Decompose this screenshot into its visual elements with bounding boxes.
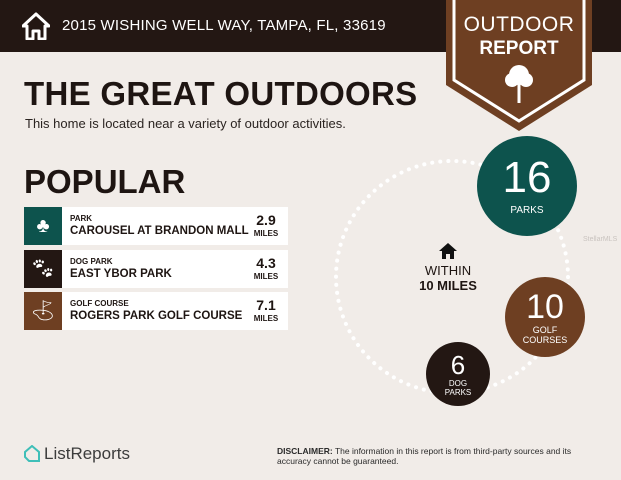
watermark: StellarMLS (583, 236, 618, 243)
within-line2: 10 MILES (419, 278, 477, 293)
paw-icon: 🐾︎ (24, 250, 62, 288)
dog-parks-count-circle: 6 DOG PARKS (426, 342, 490, 406)
item-unit: MILES (253, 314, 279, 323)
popular-item-golf-course: ⛳︎ GOLF COURSE ROGERS PARK GOLF COURSE 7… (24, 292, 288, 330)
item-name: CAROUSEL AT BRANDON MALL (70, 225, 249, 237)
golf-label2: COURSES (522, 335, 568, 345)
disclaimer: DISCLAIMER: The information in this repo… (277, 446, 607, 466)
within-label: WITHIN 10 MILES (400, 242, 496, 293)
parks-count: 16 (502, 153, 552, 202)
park-icon: ♣ (24, 207, 62, 245)
disclaimer-text: The information in this report is from t… (277, 446, 572, 466)
home-icon (22, 12, 50, 40)
logo-text: ListReports (44, 444, 130, 463)
dog-parks-label1: DOG (448, 379, 468, 388)
item-name: EAST YBOR PARK (70, 268, 172, 280)
item-name: ROGERS PARK GOLF COURSE (70, 310, 243, 322)
disclaimer-label: DISCLAIMER: (277, 446, 333, 456)
popular-item-park: ♣ PARK CAROUSEL AT BRANDON MALL 2.9 MILE… (24, 207, 288, 245)
page-title: THE GREAT OUTDOORS (24, 75, 418, 112)
golf-count-circle: 10 GOLF COURSES (505, 277, 585, 357)
tree-icon (505, 65, 533, 103)
item-unit: MILES (253, 272, 279, 281)
listreports-logo: ListReports (24, 444, 130, 463)
dog-parks-label2: PARKS (444, 388, 472, 397)
item-category: GOLF COURSE (70, 299, 129, 308)
outdoor-report-badge: OUTDOOR REPORT (446, 0, 592, 131)
item-distance: 2.9 (256, 212, 276, 228)
dog-parks-count: 6 (450, 350, 466, 380)
parks-count-circle: 16 PARKS (477, 136, 577, 236)
popular-item-dog-park: 🐾︎ DOG PARK EAST YBOR PARK 4.3 MILES (24, 250, 288, 288)
item-distance: 7.1 (256, 297, 276, 313)
item-category: PARK (70, 214, 93, 223)
property-address: 2015 WISHING WELL WAY, TAMPA, FL, 33619 (62, 17, 386, 34)
golf-count: 10 (526, 288, 564, 326)
parks-label: PARKS (510, 205, 544, 216)
item-category: DOG PARK (70, 257, 113, 266)
listreports-logo-icon (24, 444, 40, 462)
golf-bag-icon: ⛳︎ (24, 292, 62, 330)
item-distance: 4.3 (256, 255, 276, 271)
item-unit: MILES (253, 229, 279, 238)
popular-heading: POPULAR (24, 163, 186, 200)
badge-line1: OUTDOOR (463, 13, 575, 36)
badge-line2: REPORT (479, 38, 559, 59)
home-icon (439, 243, 457, 259)
radius-ring (334, 159, 570, 395)
golf-label1: GOLF (532, 325, 558, 335)
page-subtitle: This home is located near a variety of o… (25, 116, 346, 131)
within-line1: WITHIN (424, 263, 472, 278)
